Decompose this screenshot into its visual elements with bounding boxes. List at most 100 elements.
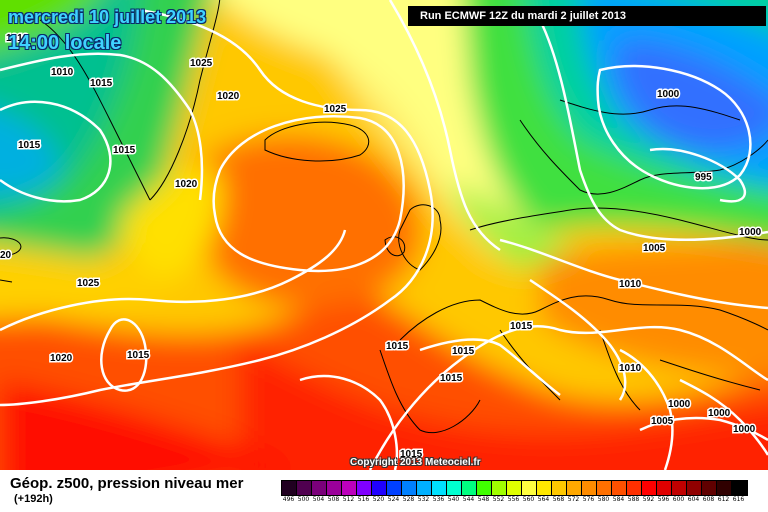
color-scale-swatch: [357, 481, 372, 495]
color-scale-label: 512: [342, 496, 355, 503]
color-scale-label: 564: [537, 496, 550, 503]
model-run-info: Run ECMWF 12Z du mardi 2 juillet 2013: [408, 6, 766, 26]
isobar-label: 1000: [733, 424, 756, 435]
isobar-label: 1020: [50, 353, 73, 364]
isobar-label: 1025: [190, 58, 213, 69]
color-scale-label: 576: [582, 496, 595, 503]
isobar-label: 1000: [708, 408, 731, 419]
coastlines: [0, 0, 768, 434]
isobar-label: 1020: [175, 179, 198, 190]
color-scale-swatch: [627, 481, 642, 495]
color-scale-label: 560: [522, 496, 535, 503]
color-scale-label: 556: [507, 496, 520, 503]
color-scale-label: 536: [432, 496, 445, 503]
color-scale-swatch: [432, 481, 447, 495]
color-scale-swatch: [597, 481, 612, 495]
isobar-label: 1015: [510, 321, 533, 332]
geopotential-shading: [0, 0, 768, 470]
color-scale-label: 520: [372, 496, 385, 503]
copyright-notice: Copyright 2013 Meteociel.fr: [350, 457, 481, 468]
isobar-label: 1010: [6, 33, 29, 44]
forecast-time-title: 14:00 locale: [8, 32, 122, 54]
isobar-label: 1000: [657, 89, 680, 100]
color-scale-swatch: [312, 481, 327, 495]
color-scale-label: 588: [627, 496, 640, 503]
chart-footer: Géop. z500, pression niveau mer (+192h) …: [0, 470, 768, 512]
isobar-label: 1015: [90, 78, 113, 89]
color-scale-swatch: [537, 481, 552, 495]
isobar-label: 1015: [440, 373, 463, 384]
color-scale-label: 516: [357, 496, 370, 503]
product-title: Géop. z500, pression niveau mer: [10, 475, 244, 492]
isobar-label: 1015: [113, 145, 136, 156]
color-scale-swatch: [717, 481, 732, 495]
color-scale-swatch: [282, 481, 297, 495]
color-scale-swatch: [687, 481, 702, 495]
isobar-label: 1000: [739, 227, 762, 238]
isobar-label: 1005: [651, 416, 674, 427]
color-scale-label: 596: [657, 496, 670, 503]
color-scale-swatch: [642, 481, 657, 495]
color-scale-label: 580: [597, 496, 610, 503]
isobar-label: 20: [0, 250, 12, 261]
color-scale-label: 548: [477, 496, 490, 503]
lead-time: (+192h): [14, 493, 53, 505]
color-scale-label: 568: [552, 496, 565, 503]
color-scale-swatch: [702, 481, 717, 495]
color-scale-label: 540: [447, 496, 460, 503]
color-scale-label: 572: [567, 496, 580, 503]
isobar-label: 1015: [400, 449, 423, 460]
isobar-label: 1005: [643, 243, 666, 254]
isobar-label: 1025: [77, 278, 100, 289]
color-scale-label: 612: [717, 496, 730, 503]
color-scale-swatch: [447, 481, 462, 495]
color-scale-label: 592: [642, 496, 655, 503]
isobar-labels: 1010 1015 1015 1015 1025 1020 1025 1020 …: [0, 32, 763, 462]
color-scale-swatch: [387, 481, 402, 495]
color-scale-swatch: [297, 481, 312, 495]
isobar-label: 1015: [386, 341, 409, 352]
color-scale-swatch: [372, 481, 387, 495]
color-scale-swatch: [477, 481, 492, 495]
color-scale-swatch: [567, 481, 582, 495]
color-scale-label: 608: [702, 496, 715, 503]
color-scale-swatch: [612, 481, 627, 495]
color-scale-label: 616: [732, 496, 745, 503]
color-scale-swatch: [492, 481, 507, 495]
isobar-label: 1025: [324, 104, 347, 115]
color-scale-label: 496: [282, 496, 295, 503]
color-scale-label: 500: [297, 496, 310, 503]
color-scale-swatch: [402, 481, 417, 495]
color-scale-swatch: [672, 481, 687, 495]
color-scale-swatch: [417, 481, 432, 495]
color-scale-labels: 496 500 504 508 512 516 520 524 528 532 536 540 544 5…: [281, 496, 746, 503]
color-scale-label: 504: [312, 496, 325, 503]
color-scale-swatch: [582, 481, 597, 495]
color-scale-label: 584: [612, 496, 625, 503]
color-scale-label: 532: [417, 496, 430, 503]
isobar-label: 1020: [217, 91, 240, 102]
color-scale-label: 544: [462, 496, 475, 503]
isobar-label: 1015: [18, 140, 41, 151]
isobar-lines: [0, 0, 768, 470]
color-scale-label: 528: [402, 496, 415, 503]
color-scale-label: 524: [387, 496, 400, 503]
color-scale-swatch: [462, 481, 477, 495]
color-scale-swatch: [552, 481, 567, 495]
isobar-label: 1010: [619, 279, 642, 290]
color-scale-swatch: [522, 481, 537, 495]
color-scale-label: 508: [327, 496, 340, 503]
geopotential-map-svg: 1010 1015 1015 1015 1025 1020 1025 1020 …: [0, 0, 768, 470]
color-scale-label: 552: [492, 496, 505, 503]
color-scale-label: 604: [687, 496, 700, 503]
isobar-label: 1000: [668, 399, 691, 410]
forecast-date-title: mercredi 10 juillet 2013: [8, 7, 207, 27]
color-scale-swatch: [732, 481, 747, 495]
forecast-map: 1010 1015 1015 1015 1025 1020 1025 1020 …: [0, 0, 768, 470]
isobar-label: 1010: [51, 67, 74, 78]
isobar-label: 1015: [452, 346, 475, 357]
color-scale-swatch: [342, 481, 357, 495]
color-scale-swatch: [327, 481, 342, 495]
isobar-label: 1015: [127, 350, 150, 361]
